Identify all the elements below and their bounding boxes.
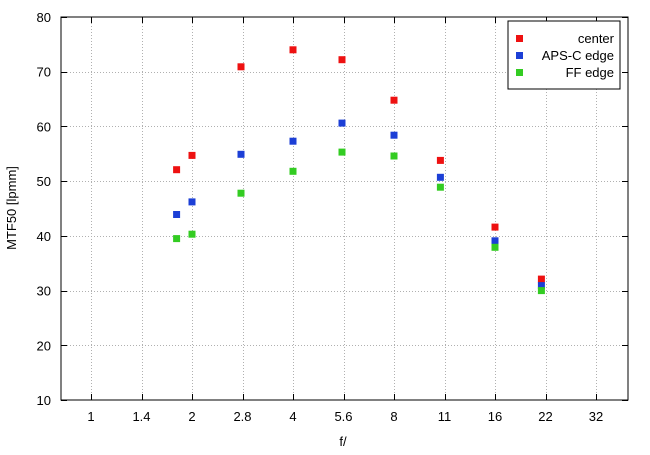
legend-label-center: center <box>578 31 615 46</box>
data-point-center <box>390 96 398 104</box>
x-tick-labels: 1 1.4 2 2.8 4 5.6 8 11 16 22 32 <box>87 409 603 424</box>
data-point-center <box>188 151 196 159</box>
x-tick-label: 11 <box>438 409 452 424</box>
legend-label-ff-edge: FF edge <box>566 65 614 80</box>
data-point-aps-c-edge <box>491 237 499 245</box>
data-point-aps-c-edge <box>338 119 346 127</box>
data-point-ff-edge <box>537 287 545 295</box>
y-tick-label: 60 <box>37 119 51 134</box>
data-point-ff-edge <box>491 243 499 251</box>
legend-marker-ff-edge <box>516 69 523 76</box>
y-tick-label: 10 <box>37 393 51 408</box>
data-point-aps-c-edge <box>537 282 545 290</box>
data-point-ff-edge <box>436 183 444 191</box>
x-tick-label: 32 <box>589 409 603 424</box>
legend-box <box>507 20 621 90</box>
x-tick-label: 4 <box>289 409 296 424</box>
x-tick-label: 8 <box>390 409 397 424</box>
data-point-aps-c-edge <box>436 173 444 181</box>
data-point-center <box>289 46 297 54</box>
x-tick-label: 5.6 <box>334 409 352 424</box>
data-point-aps-c-edge <box>173 211 181 218</box>
x-tick-label: 16 <box>488 409 502 424</box>
data-point-ff-edge <box>237 189 245 197</box>
data-point-center <box>436 156 444 164</box>
y-tick-label: 70 <box>37 65 51 80</box>
x-tick-label: 2 <box>188 409 195 424</box>
legend: center APS-C edge FF edge <box>507 20 621 90</box>
y-tick-labels: 10 20 30 40 50 60 70 80 <box>37 10 51 408</box>
y-tick-label: 80 <box>37 10 51 25</box>
x-axis-title: f/ <box>339 434 347 449</box>
data-point-ff-edge <box>338 148 346 156</box>
y-tick-label: 20 <box>37 338 51 353</box>
y-tick-label: 40 <box>37 229 51 244</box>
x-tick-label: 1 <box>87 409 94 424</box>
data-point-aps-c-edge <box>289 137 297 145</box>
x-tick-label: 22 <box>538 409 552 424</box>
data-point-center <box>491 223 499 231</box>
x-tick-label: 2.8 <box>233 409 251 424</box>
data-point-center <box>173 166 181 174</box>
data-point-center <box>237 63 245 71</box>
data-point-center <box>338 56 346 64</box>
data-point-ff-edge <box>289 167 297 175</box>
x-tick-label: 1.4 <box>132 409 150 424</box>
y-tick-label: 30 <box>37 284 51 299</box>
axis-ticks <box>61 17 628 401</box>
y-tick-label: 50 <box>37 174 51 189</box>
data-point-aps-c-edge <box>237 150 245 158</box>
legend-label-aps-c-edge: APS-C edge <box>542 48 614 63</box>
legend-marker-center <box>516 35 523 42</box>
data-point-aps-c-edge <box>188 198 196 206</box>
data-point-ff-edge <box>188 230 196 238</box>
data-point-aps-c-edge <box>390 131 398 139</box>
data-point-ff-edge <box>173 235 181 243</box>
y-axis-title: MTF50 [lpmm] <box>4 166 19 250</box>
data-point-center <box>537 275 545 283</box>
data-points <box>173 46 545 295</box>
legend-marker-aps-c-edge <box>516 52 523 59</box>
data-point-ff-edge <box>390 152 398 160</box>
